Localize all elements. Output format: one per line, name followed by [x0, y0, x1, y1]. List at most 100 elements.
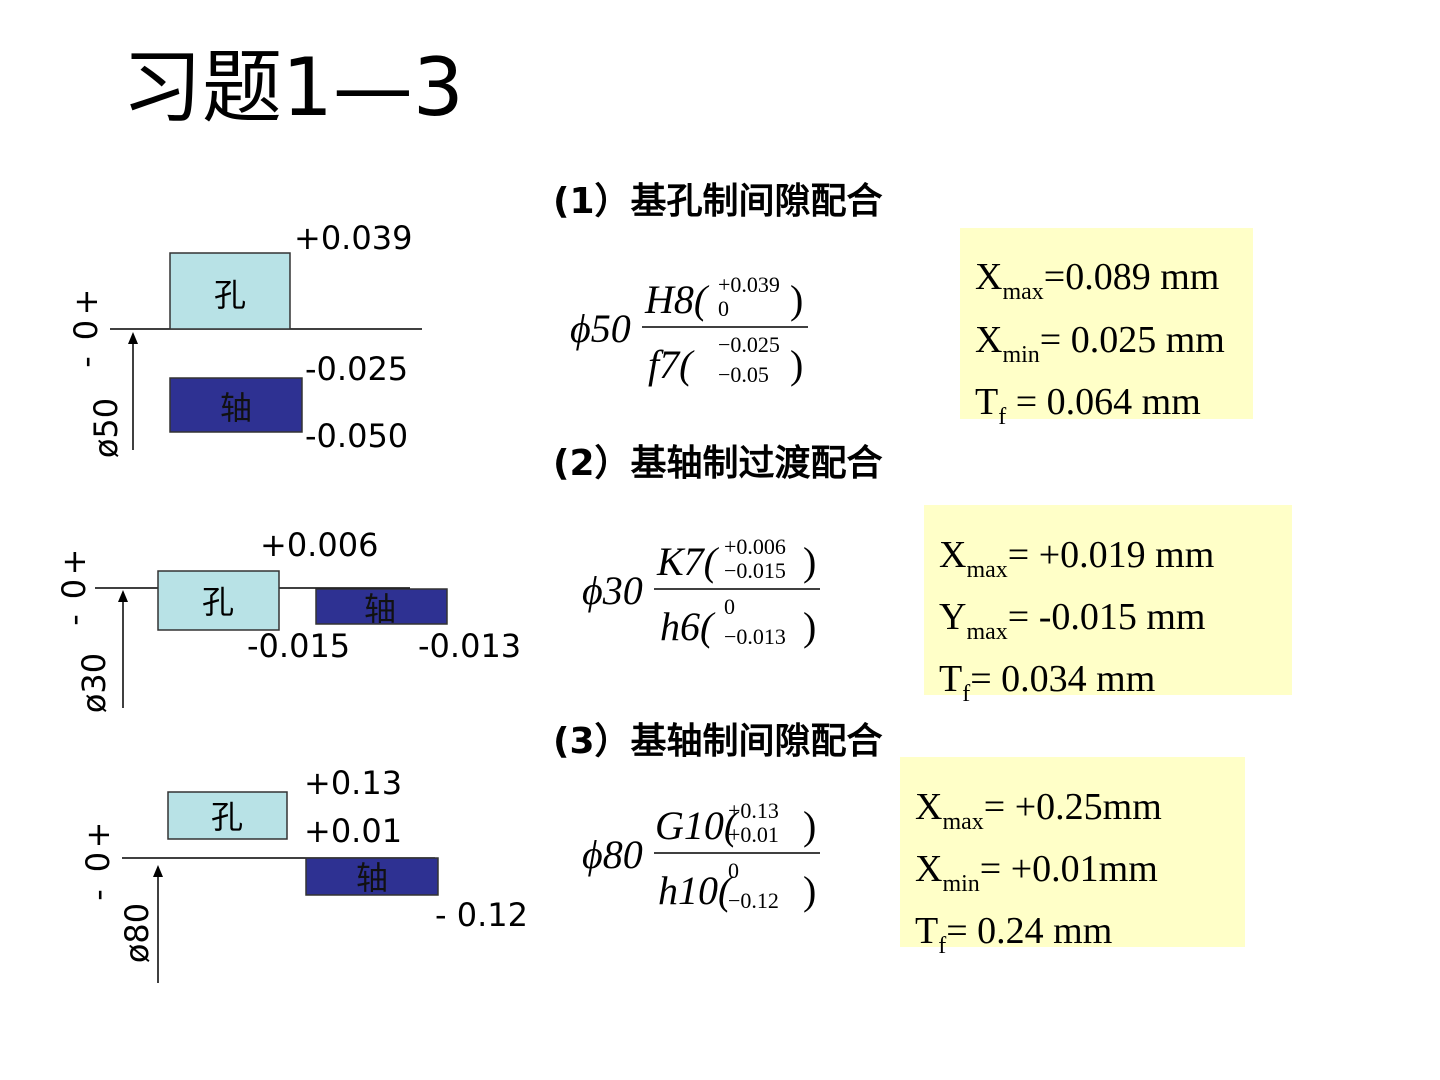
result-symbol: X — [975, 256, 1002, 298]
result-value: = -0.015 mm — [1008, 596, 1206, 638]
fit-denominator-close: ) — [803, 604, 816, 649]
hole-label: 孔 — [202, 584, 234, 620]
shaft-zone — [305, 857, 439, 896]
result-symbol: X — [975, 319, 1002, 361]
problem-heading: (1）基孔制间隙配合 — [553, 181, 883, 222]
result-value: = 0.025 mm — [1040, 319, 1225, 361]
sign-plus: + — [79, 822, 117, 849]
result-line: Tf= 0.034 mm — [939, 658, 1155, 707]
fit-numerator: K7( — [656, 539, 720, 584]
sign-plus: + — [67, 289, 105, 316]
result-line: Xmax= +0.25mm — [915, 786, 1162, 835]
fit-numerator-lower: 0 — [718, 296, 729, 321]
shaft-label: 轴 — [220, 390, 252, 426]
fit-numerator-lower: +0.01 — [728, 822, 779, 847]
result-box — [900, 757, 1245, 947]
result-symbol: X — [939, 534, 966, 576]
fit-numerator-upper: +0.039 — [718, 272, 780, 297]
slide-title: 习题1—3 — [122, 41, 464, 134]
result-value: =0.089 mm — [1044, 256, 1220, 298]
fit-numerator-upper: +0.006 — [724, 534, 786, 559]
result-symbol: T — [915, 910, 938, 952]
basic-size: ø50 — [87, 398, 125, 458]
fit-numerator-close: ) — [790, 277, 803, 322]
fit-denominator-upper: 0 — [728, 858, 739, 883]
deviation-label: -0.013 — [418, 627, 521, 665]
fit-denominator-upper: −0.025 — [718, 332, 780, 357]
sign-zero: 0 — [67, 320, 105, 340]
fit-denominator-upper: 0 — [724, 594, 735, 619]
fit-denominator-lower: −0.12 — [728, 888, 779, 913]
result-line: Xmax=0.089 mm — [975, 256, 1219, 305]
deviation-label: +0.01 — [304, 812, 402, 850]
result-value: = +0.25mm — [984, 786, 1162, 828]
basic-size: ø80 — [118, 903, 156, 963]
result-subscript: f — [962, 681, 970, 707]
sign-plus: + — [55, 549, 93, 576]
sign-minus: - — [55, 614, 93, 626]
shaft-label: 轴 — [364, 591, 396, 627]
result-value: = +0.01mm — [980, 848, 1158, 890]
result-subscript: max — [966, 619, 1007, 645]
result-line: Ymax= -0.015 mm — [939, 596, 1205, 645]
fit-denominator-lower: −0.013 — [724, 624, 786, 649]
result-subscript: max — [942, 809, 983, 835]
problem-heading: (3）基轴制间隙配合 — [553, 721, 883, 762]
fit-numerator-lower: −0.015 — [724, 558, 786, 583]
fit-denominator-close: ) — [790, 342, 803, 387]
shaft-label: 轴 — [356, 860, 388, 896]
result-symbol: X — [915, 848, 942, 890]
hole-label: 孔 — [214, 277, 246, 313]
fit-nominal: ϕ50 — [570, 306, 631, 351]
arrow-head — [128, 332, 138, 344]
shaft-zone — [169, 377, 303, 433]
fit-numerator-upper: +0.13 — [728, 798, 779, 823]
sign-minus: - — [67, 356, 105, 368]
arrow-head — [153, 865, 163, 877]
hole-label: 孔 — [211, 799, 243, 835]
result-value: = +0.019 mm — [1008, 534, 1214, 576]
result-symbol: Y — [939, 596, 966, 638]
fit-nominal: ϕ80 — [582, 832, 643, 877]
result-box — [924, 505, 1292, 695]
result-subscript: min — [942, 871, 979, 897]
deviation-label: +0.039 — [294, 219, 412, 257]
result-symbol: T — [939, 658, 962, 700]
deviation-label: -0.015 — [247, 627, 350, 665]
result-line: Tf= 0.24 mm — [915, 910, 1112, 959]
fit-numerator-close: ) — [803, 539, 816, 584]
result-subscript: max — [966, 557, 1007, 583]
result-line: Xmin= 0.025 mm — [975, 319, 1225, 368]
result-line: Tf = 0.064 mm — [975, 381, 1201, 430]
fit-denominator: h10( — [658, 868, 734, 913]
sign-minus: - — [79, 889, 117, 901]
arrow-head — [118, 590, 128, 602]
result-box — [960, 228, 1253, 419]
result-line: Xmin= +0.01mm — [915, 848, 1158, 897]
fit-numerator: H8( — [644, 277, 710, 322]
deviation-label: +0.13 — [304, 764, 402, 802]
result-subscript: min — [1002, 342, 1039, 368]
basic-size: ø30 — [75, 653, 113, 713]
shaft-zone — [315, 588, 448, 625]
result-value: = 0.034 mm — [970, 658, 1155, 700]
result-subscript: f — [998, 404, 1006, 430]
fit-numerator-close: ) — [803, 803, 816, 848]
sign-zero: 0 — [79, 852, 117, 872]
fit-denominator: f7( — [648, 342, 695, 387]
deviation-label: +0.006 — [260, 526, 378, 564]
fit-numerator: G10( — [655, 803, 740, 848]
sign-zero: 0 — [55, 579, 93, 599]
result-symbol: T — [975, 381, 998, 423]
result-subscript: f — [938, 933, 946, 959]
result-subscript: max — [1002, 279, 1043, 305]
deviation-label: -0.025 — [305, 350, 408, 388]
fit-denominator-close: ) — [803, 868, 816, 913]
fit-denominator-lower: −0.05 — [718, 362, 769, 387]
hole-zone — [167, 791, 288, 840]
result-value: = 0.064 mm — [1006, 381, 1201, 423]
fit-denominator: h6( — [660, 604, 716, 649]
fit-nominal: ϕ30 — [582, 568, 643, 613]
problem-heading: (2）基轴制过渡配合 — [553, 443, 883, 484]
